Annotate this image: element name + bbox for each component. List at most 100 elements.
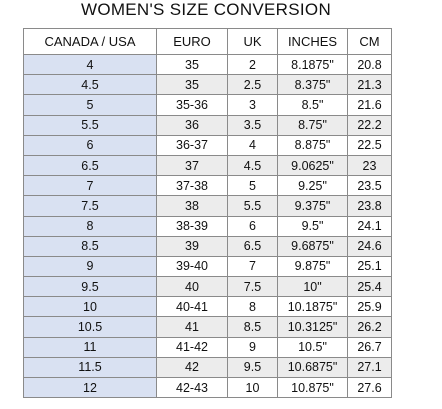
table-row: 11 41-42 9 10.5" 26.7 [23,336,392,358]
table-cell: 8.5 [23,235,157,257]
table-cell: 23.5 [347,175,392,197]
table-cell: 35-36 [156,94,228,116]
table-cell: 25.4 [347,276,392,298]
table-cell: 26.2 [347,316,392,338]
table-cell: 38-39 [156,215,228,237]
table-cell: 9.5" [277,215,348,237]
table-cell: 41-42 [156,336,228,358]
table-cell: 6.5 [23,154,157,177]
table-cell: 4 [23,53,157,76]
table-cell: 12 [23,376,157,399]
table-cell: 37-38 [156,175,228,197]
table-cell: 21.6 [347,94,392,116]
table-cell: 36 [156,114,228,136]
table-cell: 35 [156,74,228,96]
table-row: 7.5 38 5.5 9.375" 23.8 [23,195,392,217]
table-cell: 6 [23,134,157,156]
table-row: 11.5 42 9.5 10.6875" 27.1 [23,356,392,379]
table-cell: 5 [227,175,278,197]
table-cell: 40-41 [156,296,228,318]
table-cell: 25.1 [347,255,392,278]
table-cell: 8.5 [227,316,278,338]
table-cell: 8 [23,215,157,237]
table-cell: 7.5 [227,276,278,298]
table-cell: 35 [156,53,228,76]
table-row: 10.5 41 8.5 10.3125" 26.2 [23,316,392,338]
table-cell: 9.875" [277,255,348,278]
table-cell: 23 [347,154,392,177]
table-cell: 42 [156,356,228,379]
table-cell: 9 [23,255,157,278]
table-row: 4.5 35 2.5 8.375" 21.3 [23,74,392,96]
table-cell: 7 [23,175,157,197]
table-row: 9 39-40 7 9.875" 25.1 [23,255,392,278]
table-cell: 24.1 [347,215,392,237]
table-cell: 10.1875" [277,296,348,318]
table-row: 6.5 37 4.5 9.0625" 23 [23,154,392,177]
table-cell: 11.5 [23,356,157,379]
table-cell: 27.1 [347,356,392,379]
table-cell: 3.5 [227,114,278,136]
table-cell: 8 [227,296,278,318]
table-row: 10 40-41 8 10.1875" 25.9 [23,296,392,318]
table-cell: 38 [156,195,228,217]
table-cell: 5.5 [23,114,157,136]
table-row: 4 35 2 8.1875" 20.8 [23,53,392,76]
table-row: 5 35-36 3 8.5" 21.6 [23,94,392,116]
table-cell: 21.3 [347,74,392,96]
table-cell: 4.5 [227,154,278,177]
table-cell: 22.5 [347,134,392,156]
table-cell: 8.75" [277,114,348,136]
header-cell: EURO [156,28,228,55]
table-cell: 8.875" [277,134,348,156]
table-cell: 25.9 [347,296,392,318]
header-cell: CANADA / USA [23,28,157,55]
table-cell: 10.5" [277,336,348,358]
table-cell: 2.5 [227,74,278,96]
table-cell: 6.5 [227,235,278,257]
table-cell: 42-43 [156,376,228,399]
table-cell: 40 [156,276,228,298]
table-cell: 11 [23,336,157,358]
table-row: 8.5 39 6.5 9.6875" 24.6 [23,235,392,257]
table-cell: 5.5 [227,195,278,217]
table-cell: 10.875" [277,376,348,399]
table-row: 9.5 40 7.5 10" 25.4 [23,276,392,298]
table-row: 12 42-43 10 10.875" 27.6 [23,376,392,399]
table-cell: 7.5 [23,195,157,217]
table-cell: 23.8 [347,195,392,217]
header-cell: UK [227,28,278,55]
table-cell: 27.6 [347,376,392,399]
table-cell: 8.1875" [277,53,348,76]
table-cell: 10.5 [23,316,157,338]
table-cell: 2 [227,53,278,76]
table-cell: 36-37 [156,134,228,156]
table-cell: 22.2 [347,114,392,136]
table-cell: 24.6 [347,235,392,257]
table-cell: 8.375" [277,74,348,96]
table-cell: 7 [227,255,278,278]
table-cell: 9.375" [277,195,348,217]
header-row: CANADA / USA EURO UK INCHES CM [23,28,392,55]
table-cell: 26.7 [347,336,392,358]
table-row: 5.5 36 3.5 8.75" 22.2 [23,114,392,136]
table-cell: 4.5 [23,74,157,96]
table-row: 7 37-38 5 9.25" 23.5 [23,175,392,197]
table-cell: 37 [156,154,228,177]
table-cell: 4 [227,134,278,156]
table-cell: 10.3125" [277,316,348,338]
table-cell: 9.5 [227,356,278,379]
table-cell: 9.0625" [277,154,348,177]
header-cell: INCHES [277,28,348,55]
table-cell: 8.5" [277,94,348,116]
table-cell: 9 [227,336,278,358]
table-cell: 9.5 [23,276,157,298]
table-cell: 20.8 [347,53,392,76]
table-cell: 9.25" [277,175,348,197]
table-cell: 3 [227,94,278,116]
table-row: 8 38-39 6 9.5" 24.1 [23,215,392,237]
table-cell: 10.6875" [277,356,348,379]
table-cell: 10 [23,296,157,318]
size-table: CANADA / USA EURO UK INCHES CM 4 35 2 8.1875" 20… [23,28,392,399]
